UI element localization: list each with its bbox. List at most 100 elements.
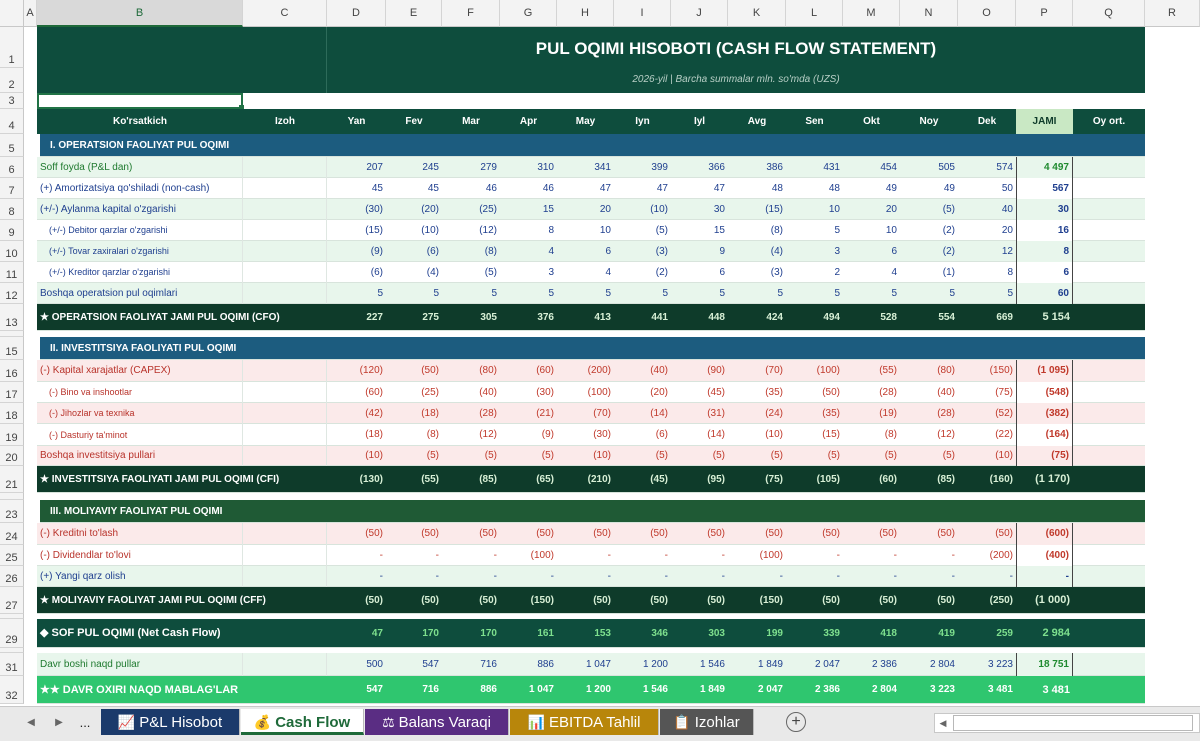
row-header[interactable]: 15 <box>0 337 24 360</box>
month-value: (52) <box>995 408 1013 419</box>
month-value: 339 <box>823 628 840 639</box>
row-header[interactable]: 7 <box>0 178 24 199</box>
row-header[interactable] <box>0 331 24 337</box>
month-value: 1 200 <box>642 659 668 670</box>
month-value: 170 <box>480 628 497 639</box>
row-header[interactable] <box>0 493 24 500</box>
row-header[interactable]: 18 <box>0 403 24 424</box>
row-header[interactable]: 6 <box>0 157 24 178</box>
cell-border <box>242 241 243 262</box>
row-header[interactable]: 12 <box>0 283 24 304</box>
column-header-f[interactable]: F <box>442 0 500 27</box>
column-header-n[interactable]: N <box>900 0 958 27</box>
total-value: (400) <box>1016 545 1073 566</box>
row-label: (-) Jihozlar va texnika <box>49 408 135 418</box>
column-header-r[interactable]: R <box>1145 0 1200 27</box>
row-header[interactable]: 31 <box>0 653 24 676</box>
column-header-i[interactable]: I <box>614 0 671 27</box>
month-value: (50) <box>593 595 611 606</box>
report-row <box>37 157 1145 178</box>
row-header[interactable]: 26 <box>0 566 24 587</box>
report-row <box>37 241 1145 262</box>
month-value: 5 <box>662 288 668 299</box>
row-header[interactable]: 3 <box>0 93 24 109</box>
sheet-tab[interactable]: ⚖ Balans Varaqi <box>365 709 509 735</box>
money-bag-icon: 💰 <box>253 714 272 730</box>
row-header[interactable]: 1 <box>0 27 24 68</box>
row-label: ★ MOLIYAVIY FAOLIYAT JAMI PUL OQIMI (CFF… <box>40 595 266 606</box>
column-header-e[interactable]: E <box>386 0 442 27</box>
report-row <box>37 587 1145 614</box>
column-header-a[interactable]: A <box>24 0 37 27</box>
month-value: (100) <box>759 550 783 561</box>
row-header[interactable]: 8 <box>0 199 24 220</box>
month-value: 6 <box>891 246 897 257</box>
report-row <box>37 178 1145 199</box>
row-header[interactable]: 4 <box>0 109 24 134</box>
sheet-tab[interactable]: 📊 EBITDA Tahlil <box>510 709 659 735</box>
row-header[interactable]: 32 <box>0 676 24 704</box>
column-header-o[interactable]: O <box>958 0 1016 27</box>
cell-border <box>242 262 243 283</box>
sheet-tab[interactable]: 📋 Izohlar <box>660 709 754 735</box>
column-header-j[interactable]: J <box>671 0 728 27</box>
select-all-corner[interactable] <box>0 0 24 27</box>
row-header[interactable]: 27 <box>0 587 24 614</box>
month-value: 454 <box>880 162 897 173</box>
month-value: (45) <box>650 474 668 485</box>
column-header-m[interactable]: M <box>843 0 900 27</box>
report-row <box>37 619 1145 648</box>
month-value: 4 <box>548 246 554 257</box>
column-header-k[interactable]: K <box>728 0 786 27</box>
cell-border <box>326 241 327 262</box>
column-header-c[interactable]: C <box>243 0 327 27</box>
scroll-left-icon[interactable]: ◀ <box>27 717 35 728</box>
row-header[interactable]: 11 <box>0 262 24 283</box>
column-header-b[interactable]: B <box>37 0 243 27</box>
row-header[interactable] <box>0 614 24 619</box>
scrollbar-thumb[interactable] <box>953 715 1193 731</box>
more-tabs-button[interactable]: ... <box>79 715 91 730</box>
spreadsheet-grid[interactable]: A B C D E F G H I J K L M N O P Q R 1 2 3 4 5 6 7 8 9 10 11 12 13 15 16 1… <box>0 0 1200 706</box>
row-header[interactable]: 29 <box>0 619 24 648</box>
month-value: 40 <box>1001 204 1013 215</box>
column-header-p[interactable]: P <box>1016 0 1073 27</box>
row-header[interactable]: 5 <box>0 134 24 157</box>
row-header[interactable]: 16 <box>0 360 24 382</box>
row-header[interactable]: 2 <box>0 68 24 93</box>
month-value: - <box>721 571 725 582</box>
selected-cell-b3[interactable] <box>37 93 243 109</box>
sheet-tab[interactable]: 📈 P&L Hisobot <box>101 709 240 735</box>
month-value: (65) <box>536 474 554 485</box>
row-header[interactable]: 23 <box>0 500 24 523</box>
row-header[interactable]: 10 <box>0 241 24 262</box>
month-value: 2 804 <box>871 684 897 695</box>
fill-handle[interactable] <box>239 105 244 110</box>
row-header[interactable]: 25 <box>0 545 24 566</box>
row-header[interactable]: 24 <box>0 523 24 545</box>
month-value: 48 <box>771 183 783 194</box>
row-header[interactable]: 19 <box>0 424 24 446</box>
row-header[interactable] <box>0 648 24 653</box>
month-value: (5) <box>884 450 897 461</box>
row-header[interactable]: 9 <box>0 220 24 241</box>
add-sheet-icon[interactable]: + <box>786 712 806 732</box>
scroll-right-icon[interactable]: ▶ <box>55 717 63 728</box>
sheet-tab[interactable]: 💰 Cash Flow <box>241 709 364 735</box>
column-header-h[interactable]: H <box>557 0 614 27</box>
column-header-l[interactable]: L <box>786 0 843 27</box>
month-value: (31) <box>707 408 725 419</box>
month-value: (10) <box>593 450 611 461</box>
month-value: 10 <box>885 225 897 236</box>
row-header[interactable]: 13 <box>0 304 24 331</box>
month-value: 45 <box>427 183 439 194</box>
column-header-d[interactable]: D <box>327 0 386 27</box>
scroll-left-arrow-icon[interactable]: ◀ <box>939 718 947 728</box>
column-header-g[interactable]: G <box>500 0 557 27</box>
cell-border <box>242 523 243 545</box>
column-header-q[interactable]: Q <box>1073 0 1145 27</box>
row-header[interactable]: 20 <box>0 446 24 466</box>
row-header[interactable]: 17 <box>0 382 24 403</box>
month-value: (12) <box>479 429 497 440</box>
row-header[interactable]: 21 <box>0 466 24 493</box>
